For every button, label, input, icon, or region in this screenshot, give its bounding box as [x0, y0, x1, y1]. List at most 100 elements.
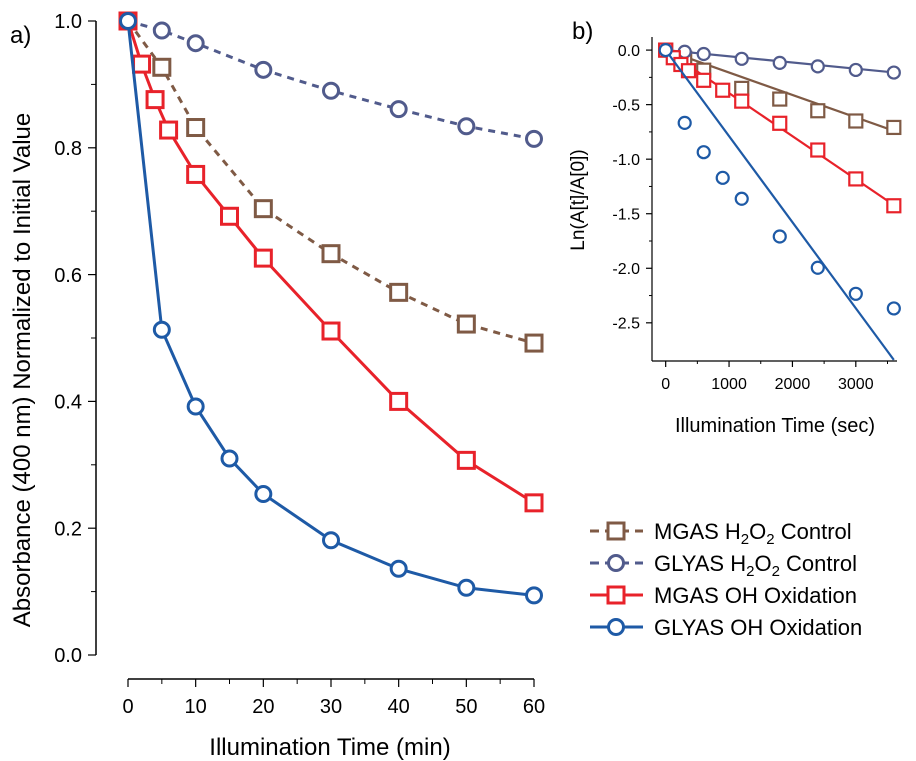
data-point-glyas_oh: [457, 578, 476, 597]
data-point-mgas_h2o2: [524, 333, 544, 353]
legend-text-part: MGAS H: [654, 519, 741, 544]
x-tick-label-a: 20: [252, 696, 274, 718]
data-point-mgas_oh: [389, 391, 409, 411]
data-point-glyas_h2o2: [848, 62, 863, 78]
panel-label-b: b): [572, 18, 594, 45]
data-point-mgas_oh: [159, 120, 179, 140]
legend-text-part: O: [749, 519, 766, 544]
data-point-mgas_oh: [132, 54, 152, 74]
data-point-mgas_oh: [220, 206, 239, 226]
data-point-mgas_h2o2: [152, 57, 172, 77]
x-tick-label-b: 0: [661, 376, 670, 393]
legend-text-part: GLYAS H: [654, 551, 746, 576]
data-point-mgas_oh: [186, 164, 206, 184]
x-tick-label-a: 0: [122, 696, 133, 718]
data-point-glyas_oh: [677, 115, 692, 130]
data-point-glyas_oh: [715, 170, 730, 185]
y-tick-label-a: 0.0: [54, 645, 82, 667]
data-point-glyas_h2o2: [186, 34, 205, 53]
data-point-mgas_h2o2: [810, 103, 826, 119]
legend-text-part: Control: [775, 519, 852, 544]
legend-marker-mgas_oh: [606, 585, 626, 605]
y-tick-label-b: -1.5: [612, 206, 640, 223]
data-point-glyas_oh: [220, 449, 239, 468]
data-point-mgas_oh: [848, 171, 864, 187]
x-axis-label-b: Illumination Time (sec): [675, 415, 875, 437]
data-point-mgas_h2o2: [772, 91, 788, 107]
legend-marker-glyas_oh: [607, 618, 625, 636]
legend-text-part: 2: [746, 563, 754, 580]
y-tick-label-b: -0.5: [612, 97, 640, 114]
legend-label-glyas_oh: GLYAS OH Oxidation: [654, 615, 862, 640]
data-point-glyas_oh: [772, 229, 787, 244]
fit-line-glyas_oh: [664, 49, 895, 361]
data-point-glyas_oh: [322, 531, 340, 550]
series-line-glyas_oh: [126, 20, 535, 597]
y-tick-label-a: 0.6: [54, 265, 82, 287]
data-point-glyas_h2o2: [886, 65, 901, 80]
data-point-glyas_h2o2: [254, 60, 273, 79]
data-point-mgas_h2o2: [734, 80, 750, 96]
data-point-glyas_oh: [658, 42, 673, 58]
data-point-glyas_oh: [810, 260, 825, 275]
data-point-glyas_oh: [119, 12, 137, 30]
legend-label-glyas_h2o2: GLYAS H2O2 Control: [654, 551, 857, 580]
data-point-mgas_oh: [321, 321, 341, 341]
y-tick-label-b: 0.0: [618, 43, 640, 60]
data-point-mgas_oh: [145, 90, 165, 110]
x-tick-label-a: 30: [320, 696, 342, 718]
legend-label-mgas_oh: MGAS OH Oxidation: [654, 583, 857, 608]
data-point-mgas_oh: [810, 142, 826, 158]
data-point-mgas_oh: [734, 93, 750, 109]
y-tick-label-a: 0.8: [54, 138, 82, 160]
legend-text-part: GLYAS OH Oxidation: [654, 615, 862, 640]
panel-label-a: a): [10, 22, 32, 49]
data-point-glyas_oh: [848, 286, 863, 301]
data-point-glyas_oh: [525, 586, 543, 605]
legend-text-part: 2: [741, 531, 749, 548]
data-point-glyas_h2o2: [772, 55, 787, 70]
data-point-mgas_h2o2: [389, 282, 409, 302]
x-tick-label-b: 1000: [711, 376, 747, 393]
data-point-glyas_oh: [254, 484, 273, 503]
legend-text-part: 2: [766, 531, 774, 548]
data-point-mgas_h2o2: [848, 113, 864, 129]
data-point-mgas_h2o2: [186, 118, 206, 138]
data-point-mgas_h2o2: [253, 199, 273, 219]
y-tick-label-b: -1.0: [612, 152, 640, 169]
x-tick-label-b: 3000: [838, 376, 874, 393]
y-tick-label-b: -2.5: [612, 316, 640, 333]
data-point-glyas_oh: [152, 320, 171, 339]
data-point-glyas_oh: [734, 191, 749, 206]
legend-label-mgas_h2o2: MGAS H2O2 Control: [654, 519, 852, 548]
data-point-glyas_oh: [186, 397, 205, 416]
y-tick-label-a: 0.2: [54, 518, 82, 540]
x-axis-label-a: Illumination Time (min): [209, 734, 450, 761]
y-tick-label-b: -2.0: [612, 261, 640, 278]
legend-text-part: Control: [780, 551, 857, 576]
data-point-glyas_h2o2: [322, 81, 340, 100]
x-tick-label-b: 2000: [775, 376, 811, 393]
y-tick-label-a: 1.0: [54, 11, 82, 33]
data-point-glyas_h2o2: [696, 46, 711, 62]
chart-b-group: 0.0 -0.5 -1.0 -1.5 -2.0 -2.5 0 1000 2000 3000 Illu…: [568, 37, 902, 437]
data-point-mgas_oh: [886, 198, 902, 214]
x-tick-label-a: 40: [388, 696, 410, 718]
legend-text-part: MGAS OH Oxidation: [654, 583, 857, 608]
legend-marker-mgas_h2o2: [606, 521, 626, 541]
legend-marker-glyas_h2o2: [607, 554, 625, 572]
x-tick-label-a: 50: [455, 696, 477, 718]
data-point-mgas_h2o2: [886, 119, 902, 136]
data-point-mgas_oh: [456, 450, 476, 470]
data-point-mgas_oh: [715, 82, 731, 98]
data-point-glyas_h2o2: [810, 59, 825, 74]
y-tick-label-a: 0.4: [54, 392, 82, 414]
data-point-mgas_h2o2: [321, 244, 341, 264]
data-point-glyas_oh: [389, 559, 408, 578]
data-point-glyas_h2o2: [457, 117, 476, 136]
y-axis-label-b: Ln(A[t]/A[0]): [568, 149, 589, 250]
legend-text-part: O: [754, 551, 771, 576]
